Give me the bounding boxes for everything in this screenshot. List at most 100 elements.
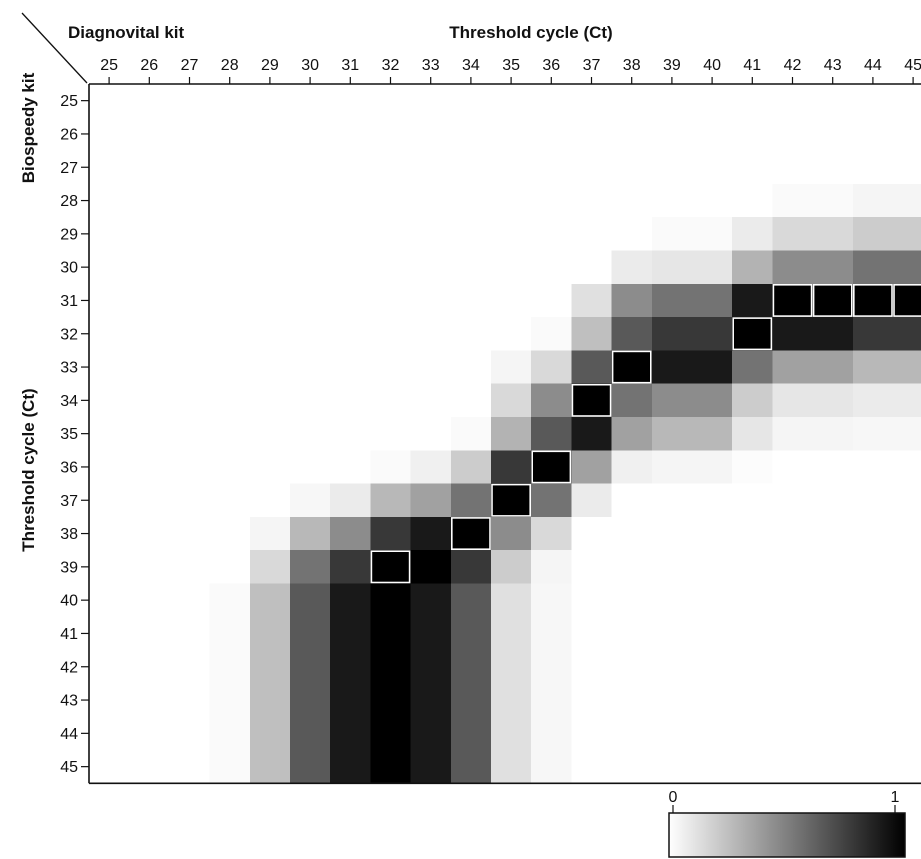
heatmap-cell <box>370 683 411 717</box>
heatmap-cell <box>410 483 451 517</box>
y-tick-label: 42 <box>60 659 78 676</box>
heatmap-cell <box>370 716 411 750</box>
heatmap-cell <box>450 450 491 484</box>
y-tick-label: 35 <box>60 426 78 443</box>
heatmap-cell <box>531 583 572 617</box>
heatmap-cell-highlight <box>893 283 921 317</box>
heatmap-cell <box>893 283 921 318</box>
y-tick-label: 32 <box>60 326 78 343</box>
heatmap-cell <box>852 417 921 451</box>
heatmap-cell <box>290 650 331 684</box>
heatmap-cell <box>651 250 733 284</box>
heatmap-cell <box>290 516 331 551</box>
heatmap-cell <box>812 283 853 318</box>
y-tick-label: 29 <box>60 226 78 243</box>
heatmap-cell-highlight <box>611 350 652 384</box>
heatmap-cell <box>772 350 853 384</box>
heatmap-cell <box>852 183 921 218</box>
x-tick-label: 38 <box>623 57 641 74</box>
heatmap-cell <box>611 383 652 417</box>
heatmap-cell <box>531 716 572 750</box>
colorbar: 0 1 <box>668 789 906 858</box>
heatmap-cell <box>410 683 451 717</box>
heatmap-cell <box>450 483 491 517</box>
heatmap-cell <box>370 550 411 584</box>
heatmap-cell <box>209 683 250 717</box>
heatmap-cell <box>491 683 532 717</box>
heatmap-cell <box>330 750 371 784</box>
heatmap-cell <box>732 250 773 284</box>
heatmap-cell-highlight <box>450 517 491 551</box>
heatmap-cell <box>330 683 371 717</box>
heatmap-cell <box>450 417 491 451</box>
corner-x-title: Diagnovital kit <box>68 23 185 42</box>
heatmap-cell <box>491 516 532 551</box>
heatmap-cell <box>370 650 411 684</box>
heatmap-cell <box>651 283 733 318</box>
heatmap-cell <box>370 483 411 517</box>
heatmap-cell <box>450 683 491 717</box>
heatmap-cell <box>531 616 572 651</box>
heatmap-cell <box>491 550 532 584</box>
heatmap-cell <box>410 650 451 684</box>
heatmap-cell <box>450 650 491 684</box>
heatmap-cell <box>772 383 853 417</box>
colorbar-gradient <box>668 812 906 858</box>
heatmap-cell <box>651 317 733 351</box>
heatmap-cell <box>531 350 572 384</box>
heatmap-cell <box>290 583 331 617</box>
heatmap-cell <box>249 583 290 617</box>
x-tick-label: 29 <box>261 57 279 74</box>
heatmap-cell <box>249 750 290 784</box>
heatmap-cell <box>852 350 921 384</box>
x-tick-label: 35 <box>502 57 520 74</box>
heatmap-cell <box>491 417 532 451</box>
heatmap-cell <box>531 683 572 717</box>
heatmap-cell <box>531 550 572 584</box>
heatmap-cell <box>330 616 371 651</box>
heatmap-cell <box>571 283 612 318</box>
heatmap-cell <box>772 417 853 451</box>
heatmap-cell <box>370 516 411 551</box>
y-tick-label: 26 <box>60 126 78 143</box>
y-tick-label: 25 <box>60 93 78 110</box>
x-tick-label: 31 <box>341 57 359 74</box>
heatmap-cell-highlight <box>370 550 411 584</box>
heatmap-cell <box>249 650 290 684</box>
heatmap-cell <box>249 616 290 651</box>
heatmap-cell <box>571 383 612 417</box>
colorbar-max-label: 1 <box>891 789 900 806</box>
heatmap-cell <box>531 483 572 517</box>
heatmap-cell <box>531 516 572 551</box>
heatmap-cell <box>491 750 532 784</box>
x-tick-label: 25 <box>100 57 118 74</box>
heatmap-cell <box>571 317 612 351</box>
heatmap-cell <box>370 450 411 484</box>
y-tick-label: 28 <box>60 193 78 210</box>
heatmap-cell <box>330 550 371 584</box>
x-tick-label: 26 <box>140 57 158 74</box>
heatmap-cell <box>651 383 733 417</box>
heatmap-cell <box>450 616 491 651</box>
heatmap-cell <box>290 750 331 784</box>
x-tick-label: 33 <box>422 57 440 74</box>
x-tick-label: 45 <box>904 57 921 74</box>
heatmap-cell <box>531 383 572 417</box>
heatmap-cell <box>651 417 733 451</box>
heatmap-cell <box>531 417 572 451</box>
heatmap-cell <box>330 650 371 684</box>
heatmap-cell <box>410 583 451 617</box>
x-tick-label: 44 <box>864 57 882 74</box>
axes: 25 26 27 28 29 30 31 32 33 34 35 36 37 38 39 40 41 42 43 44… <box>60 57 921 785</box>
heatmap-cell <box>611 317 652 351</box>
heatmap-cell <box>531 317 572 351</box>
heatmap-cell <box>330 516 371 551</box>
x-tick-label: 37 <box>583 57 601 74</box>
y-tick-label: 38 <box>60 526 78 543</box>
heatmap-cell-highlight <box>852 283 893 317</box>
heatmap-cell <box>209 616 250 651</box>
heatmap-cell <box>531 750 572 784</box>
heatmap-cell <box>611 250 652 284</box>
heatmap-cell <box>772 317 853 351</box>
heatmap-cell <box>571 483 612 517</box>
